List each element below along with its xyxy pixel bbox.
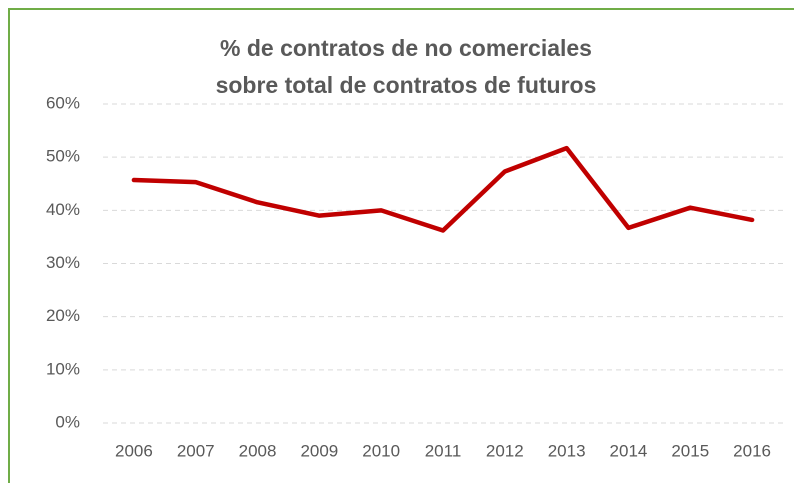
x-tick-label: 2010 [362,441,400,460]
x-tick-label: 2008 [239,441,277,460]
y-tick-label: 50% [46,147,80,166]
x-tick-label: 2013 [548,441,586,460]
x-tick-label: 2009 [300,441,338,460]
y-tick-label: 0% [55,412,80,431]
frame [8,8,794,483]
y-tick-label: 10% [46,359,80,378]
chart-title: sobre total de contratos de futuros [216,72,597,98]
x-tick-label: 2007 [177,441,215,460]
y-tick-label: 40% [46,200,80,219]
chart-title: % de contratos de no comerciales [220,35,592,61]
data-line [131,145,755,233]
x-tick-label: 2015 [671,441,709,460]
y-tick-label: 30% [46,253,80,272]
x-tick-label: 2014 [610,441,648,460]
x-tick-label: 2006 [115,441,153,460]
x-tick-label: 2016 [733,441,771,460]
y-tick-label: 60% [46,93,80,112]
x-tick-label: 2012 [486,441,524,460]
x-tick-label: 2011 [425,441,462,460]
y-tick-label: 20% [46,306,80,325]
